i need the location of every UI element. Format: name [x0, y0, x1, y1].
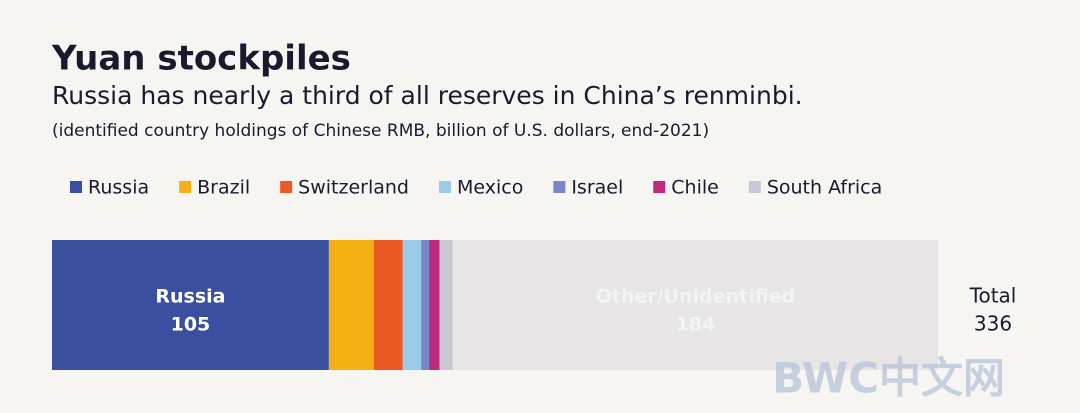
- legend-swatch: [70, 181, 82, 193]
- bar-segment: [429, 240, 440, 370]
- legend-label: Israel: [571, 177, 623, 199]
- bar-segment: [452, 240, 938, 370]
- legend-label: Mexico: [457, 177, 523, 199]
- legend-swatch: [748, 181, 761, 193]
- legend-swatch: [179, 181, 192, 193]
- watermark: BWC中文网: [772, 354, 1005, 403]
- bar-segment: [402, 240, 422, 370]
- segment-value: 184: [676, 314, 716, 336]
- segment-label: Russia: [155, 286, 225, 308]
- legend-swatch: [438, 181, 451, 193]
- legend-swatch: [653, 181, 666, 193]
- legend-label: Russia: [88, 177, 149, 199]
- legend-swatch: [280, 181, 293, 193]
- bar-segment: [52, 240, 329, 370]
- segment-label: Other/Unidentified: [596, 286, 796, 308]
- bar-segment: [328, 240, 374, 370]
- legend-label: Switzerland: [298, 177, 409, 199]
- bar-segment: [373, 240, 403, 370]
- chart-subtitle: Russia has nearly a third of all reserve…: [52, 81, 803, 110]
- chart-note: (identified country holdings of Chinese …: [52, 121, 709, 141]
- bar-segment: [421, 240, 430, 370]
- total-value: 336: [974, 312, 1012, 336]
- segment-value: 105: [171, 314, 211, 336]
- chart-title: Yuan stockpiles: [51, 39, 351, 79]
- legend-label: Brazil: [197, 177, 250, 199]
- legend-label: Chile: [671, 177, 719, 199]
- legend-label: South Africa: [767, 177, 882, 199]
- total-label: Total: [969, 284, 1017, 308]
- legend-swatch: [553, 181, 566, 193]
- bar-segment: [439, 240, 453, 370]
